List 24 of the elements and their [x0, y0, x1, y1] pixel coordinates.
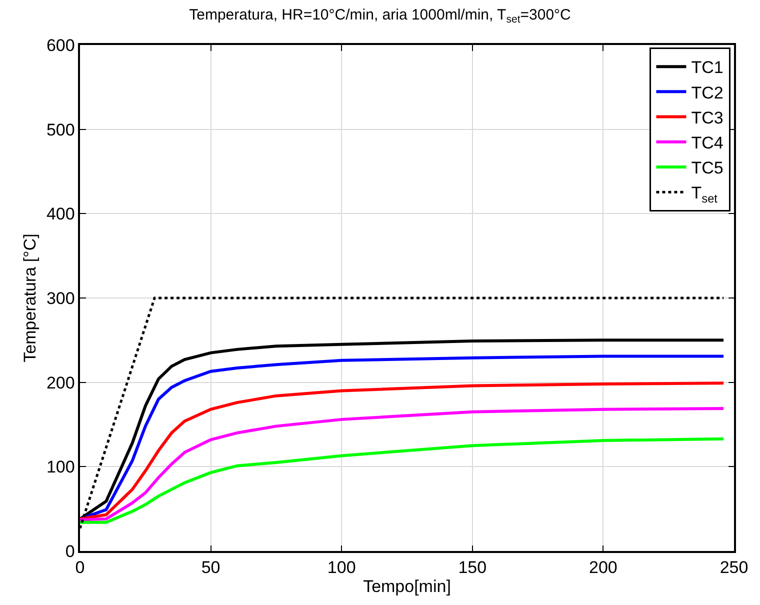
- y-tick-label: 300: [46, 288, 75, 308]
- legend-label: TC3: [691, 108, 724, 128]
- y-tick-label: 500: [46, 120, 75, 140]
- line-series: [80, 437, 726, 524]
- x-tick-label: 250: [720, 558, 748, 578]
- legend-label: T$_{set}$: [691, 184, 718, 206]
- x-tick-label: 100: [327, 558, 356, 578]
- y-tick-label: 200: [46, 373, 75, 392]
- y-tick-label: 400: [46, 204, 75, 224]
- y-tick-label: 0: [65, 542, 75, 561]
- line-series: [80, 382, 726, 520]
- y-axis-title: Temperatura [°C]: [20, 234, 40, 362]
- line-series: [80, 406, 726, 522]
- chart-title: Temperatura, HR=10°C/min, aria 1000ml/min, T$_{set}$=300°C: [189, 6, 572, 26]
- legend-label: TC1: [691, 58, 724, 78]
- legend-label: TC5: [691, 158, 724, 178]
- x-axis-title: Tempo[min]: [363, 577, 451, 596]
- y-tick-label: 600: [46, 36, 75, 55]
- x-tick-label: 50: [201, 558, 220, 578]
- x-tick-label: 200: [589, 558, 618, 578]
- legend-label: TC4: [691, 134, 724, 153]
- x-tick-label: 150: [458, 558, 487, 578]
- y-tick-label: 100: [46, 458, 75, 477]
- legend-label: TC2: [691, 83, 724, 102]
